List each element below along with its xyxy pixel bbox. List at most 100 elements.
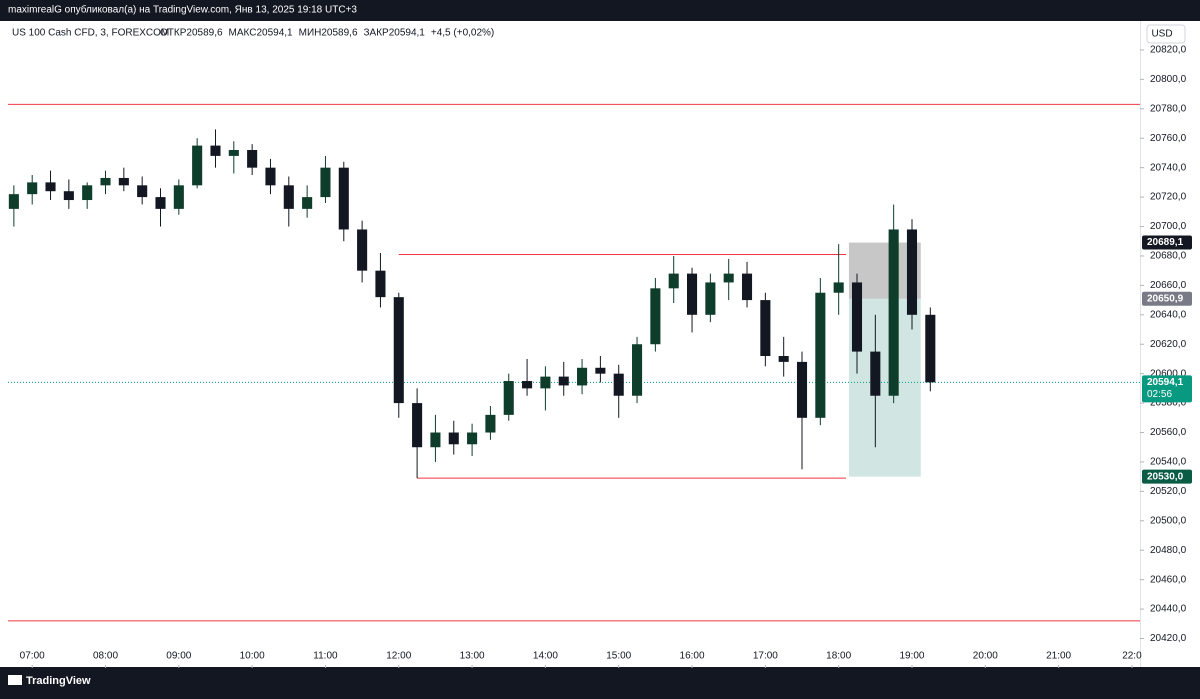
y-tick-label: 20820,0 <box>1150 45 1187 56</box>
x-tick-label: 19:00 <box>899 651 924 662</box>
price-label: 20530,0 <box>1147 471 1184 482</box>
candle-body <box>320 167 331 198</box>
candle-body <box>210 145 221 156</box>
candle-body <box>100 177 111 186</box>
price-label-bg <box>1142 291 1192 306</box>
chart-title: US 100 Cash CFD, 3, FOREXCOM <box>12 28 169 39</box>
publisher-line: maximrealG опубликовал(а) на TradingView… <box>8 4 357 16</box>
candle-body <box>705 282 716 315</box>
candle-body <box>247 150 258 168</box>
price-label-bg <box>1142 235 1192 250</box>
x-tick-label: 11:00 <box>313 651 338 662</box>
y-tick-label: 20640,0 <box>1150 309 1187 320</box>
ohlc-summary: ЗАКР20594,1 <box>364 28 426 39</box>
y-tick-label: 20680,0 <box>1150 251 1187 262</box>
x-tick-label: 18:00 <box>826 651 851 662</box>
candle-body <box>467 432 478 445</box>
ohlc-summary: МИН20589,6 <box>299 28 358 39</box>
candle-body <box>137 185 148 198</box>
y-tick-label: 20700,0 <box>1150 221 1187 232</box>
last-price-bg <box>1142 375 1192 403</box>
x-tick-label: 09:00 <box>166 651 191 662</box>
candle-body <box>338 167 349 230</box>
tv-logo <box>8 675 22 685</box>
x-tick-label: 21:00 <box>1046 651 1071 662</box>
candle-body <box>888 229 899 396</box>
candle-body <box>283 185 294 209</box>
y-tick-label: 20740,0 <box>1150 162 1187 173</box>
ohlc-summary: ОТКР20589,6 <box>160 28 223 39</box>
candle-body <box>686 273 698 315</box>
y-tick-label: 20600,0 <box>1150 368 1187 379</box>
candle-body <box>650 288 661 345</box>
candle-body <box>393 297 404 404</box>
x-tick-label: 14:00 <box>533 651 558 662</box>
last-price-label: 20594,1 <box>1147 377 1184 388</box>
x-tick-label: 13:00 <box>460 651 485 662</box>
candle-body <box>741 273 753 301</box>
candle-body <box>118 177 129 186</box>
candle-body <box>485 414 496 433</box>
y-tick-label: 20620,0 <box>1150 339 1187 350</box>
candle-body <box>925 314 936 383</box>
candle-body <box>833 282 844 293</box>
candle-body <box>796 361 808 418</box>
candle-body <box>27 182 38 195</box>
candle-body <box>870 351 881 396</box>
candle-body <box>577 367 588 386</box>
x-tick-label: 17:00 <box>753 651 778 662</box>
candle-body <box>155 197 166 209</box>
candle-body <box>430 432 441 448</box>
chart-panel <box>0 21 1200 667</box>
ohlc-summary: МАКС20594,1 <box>229 28 294 39</box>
candle-body <box>723 273 734 283</box>
candle-body <box>375 270 386 298</box>
candle-body <box>632 344 643 396</box>
y-tick-label: 20780,0 <box>1150 103 1187 114</box>
candle-body <box>613 373 624 396</box>
y-tick-label: 20560,0 <box>1150 427 1187 438</box>
candle-body <box>82 185 93 201</box>
candle-body <box>265 167 276 186</box>
y-tick-label: 20660,0 <box>1150 280 1187 291</box>
x-tick-label: 22:0 <box>1122 651 1142 662</box>
y-tick-label: 20480,0 <box>1150 545 1187 556</box>
x-tick-label: 07:00 <box>20 651 45 662</box>
candle-body <box>228 150 239 156</box>
candle-body <box>448 432 459 445</box>
x-tick-label: 20:00 <box>973 651 998 662</box>
candle-body <box>412 403 423 448</box>
y-tick-label: 20580,0 <box>1150 398 1187 409</box>
candle-body <box>63 191 74 201</box>
candle-body <box>522 381 533 389</box>
y-tick-label: 20520,0 <box>1150 486 1187 497</box>
candle-body <box>540 376 551 389</box>
last-price-timer: 02:56 <box>1147 389 1172 400</box>
currency-button[interactable] <box>1146 24 1186 44</box>
candle-body <box>173 185 184 209</box>
candle-body <box>302 197 313 209</box>
candle-body <box>192 145 203 186</box>
candle-body <box>357 229 368 271</box>
y-tick-label: 20500,0 <box>1150 515 1187 526</box>
candle-body <box>778 356 789 362</box>
y-tick-label: 20760,0 <box>1150 133 1187 144</box>
y-tick-label: 20440,0 <box>1150 604 1187 615</box>
candle-body <box>558 376 569 386</box>
candle-body <box>8 194 19 209</box>
y-tick-label: 20460,0 <box>1150 574 1187 585</box>
candle-body <box>851 282 863 352</box>
candle-body <box>906 229 918 315</box>
x-tick-label: 08:00 <box>93 651 118 662</box>
candle-body <box>595 367 606 374</box>
ohlc-summary: +4,5 (+0,02%) <box>431 28 494 39</box>
candle-body <box>815 292 826 418</box>
y-tick-label: 20720,0 <box>1150 192 1187 203</box>
y-tick-label: 20800,0 <box>1150 74 1187 85</box>
currency-label[interactable]: USD <box>1151 29 1172 40</box>
y-tick-label: 20420,0 <box>1150 633 1187 644</box>
x-tick-label: 12:00 <box>386 651 411 662</box>
y-tick-label: 20540,0 <box>1150 457 1187 468</box>
